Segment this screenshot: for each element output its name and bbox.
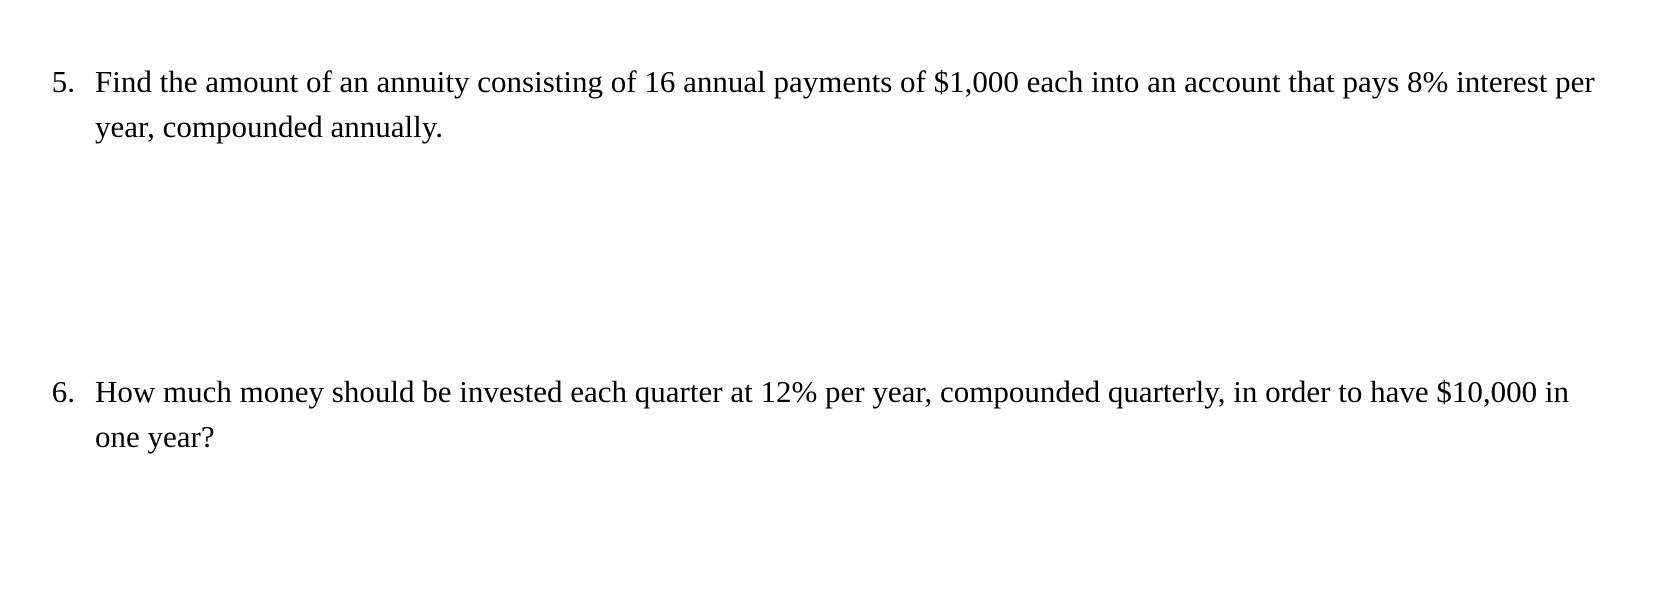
question-number: 5. xyxy=(40,60,95,105)
question-text: Find the amount of an annuity consisting… xyxy=(95,60,1616,150)
question-number: 6. xyxy=(40,370,95,415)
question-item: 5. Find the amount of an annuity consist… xyxy=(40,60,1616,150)
question-item: 6. How much money should be invested eac… xyxy=(40,370,1616,460)
question-text: How much money should be invested each q… xyxy=(95,370,1616,460)
